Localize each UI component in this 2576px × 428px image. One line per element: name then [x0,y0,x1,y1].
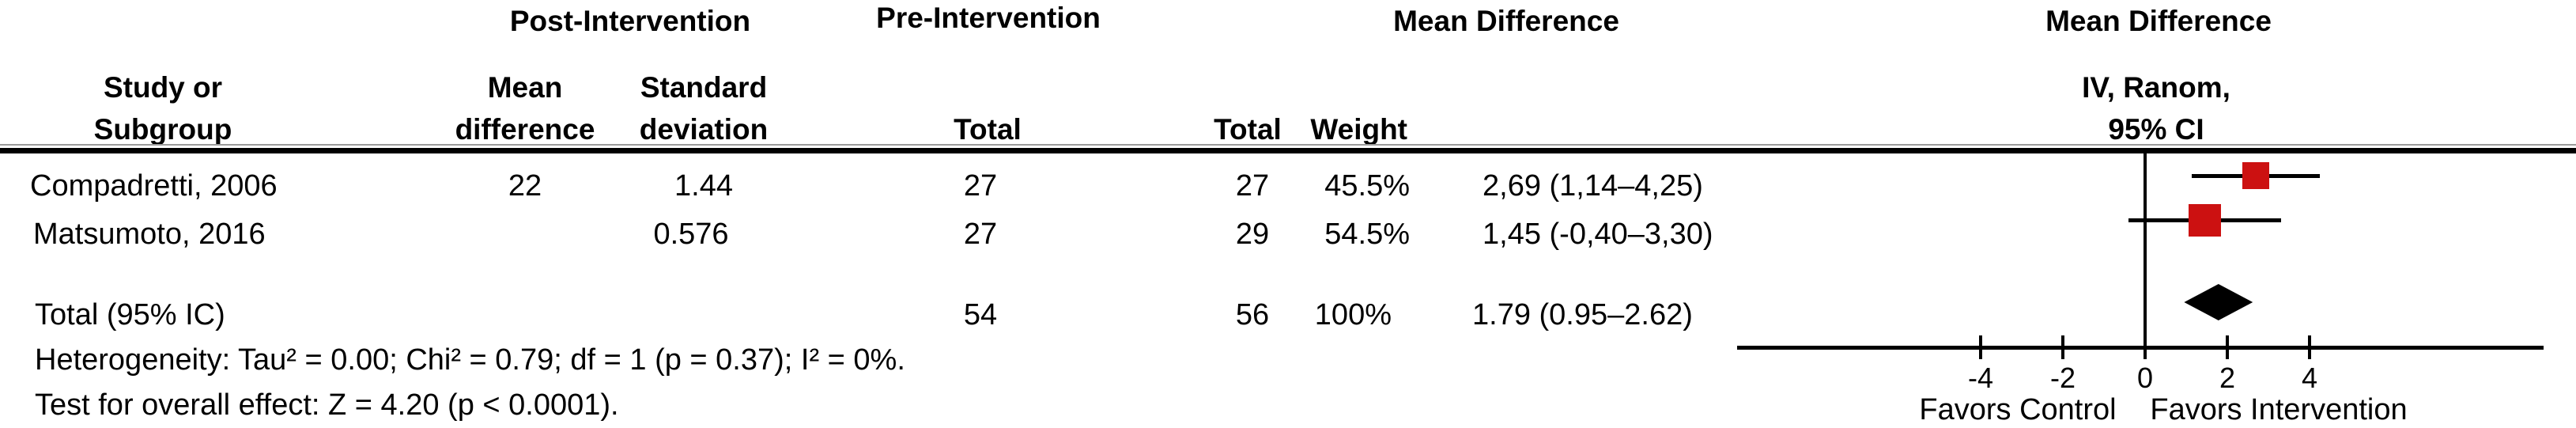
axis-tick-label: -4 [1967,362,1994,394]
row-estimate: 2,69 (1,14–4,25) [1483,169,1703,203]
total-estimate: 1.79 (0.95–2.62) [1472,298,1693,331]
colheader-weight: Weight [1310,113,1407,146]
colheader-total-pre: Total [1214,113,1282,146]
x-axis-line [1737,346,2544,350]
axis-tick-label: -2 [2049,362,2076,394]
row-study-name: Matsumoto, 2016 [33,218,266,251]
axis-tick [2226,335,2229,359]
row-sd: 1.44 [674,169,733,203]
row-total-pre: 27 [1235,169,1270,203]
heterogeneity-note: Heterogeneity: Tau² = 0.00; Chi² = 0.79;… [35,343,905,377]
axis-tick-label: 0 [2136,362,2154,394]
row-total-post: 27 [963,169,998,203]
study-point-estimate-square [2188,203,2221,237]
total-weight: 100% [1314,298,1392,331]
row-sd: 0.576 [653,218,729,251]
axis-tick-label: 4 [2301,362,2318,394]
header-post-intervention: Post-Intervention [509,5,751,37]
colheader-sd-line1: Standard [640,71,768,104]
total-label: Total (95% IC) [35,298,225,331]
row-weight: 54.5% [1324,218,1410,251]
zero-reference-line [2144,153,2147,347]
colheader-study-line1: Study or [103,71,223,104]
colheader-mean-line1: Mean [487,71,563,104]
favors-right-label: Favors Intervention [2150,393,2408,426]
total-total-post: 54 [963,298,998,331]
row-mean-difference: 22 [508,169,542,203]
axis-tick [2144,335,2147,359]
colheader-method-line1: IV, Ranom, [2082,71,2230,104]
axis-tick [2308,335,2311,359]
header-pre-intervention: Pre-Intervention [876,2,1101,34]
row-study-name: Compadretti, 2006 [30,169,278,203]
pooled-effect-diamond [2184,284,2253,320]
row-estimate: 1,45 (-0,40–3,30) [1483,218,1713,251]
header-separator-thin-line [0,144,2576,146]
header-separator-thick-line [0,148,2576,153]
favors-left-label: Favors Control [1919,393,2117,426]
row-total-pre: 29 [1235,218,1270,251]
total-total-pre: 56 [1235,298,1270,331]
overall-effect-note: Test for overall effect: Z = 4.20 (p ˂ 0… [35,388,619,422]
axis-tick-label: 2 [2219,362,2236,394]
header-mean-difference-text: Mean Difference [1393,5,1619,37]
colheader-study-line2: Subgroup [93,113,232,146]
colheader-method-line2: 95% CI [2108,113,2204,146]
row-total-post: 27 [963,218,998,251]
row-weight: 45.5% [1324,169,1410,203]
colheader-total-post: Total [954,113,1022,146]
colheader-mean-line2: difference [455,113,595,146]
colheader-sd-line2: deviation [639,113,769,146]
header-mean-difference-plot: Mean Difference [2045,5,2272,37]
axis-tick [1979,335,1982,359]
axis-tick [2061,335,2064,359]
study-point-estimate-square [2242,162,2269,189]
